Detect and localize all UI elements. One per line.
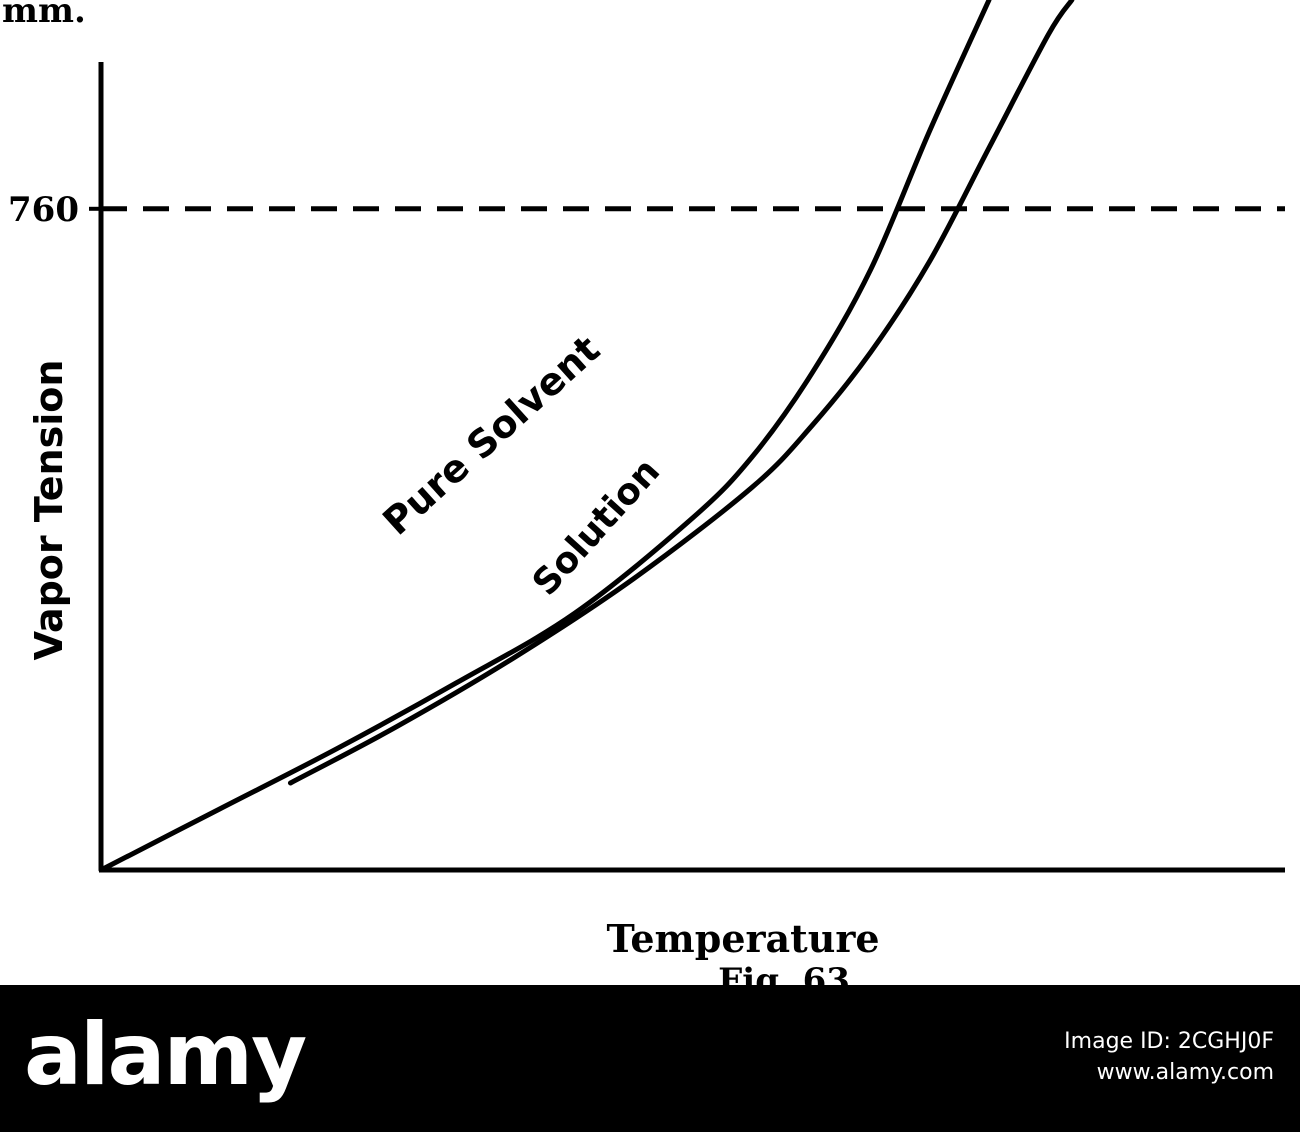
series-label-pure-solvent: Pure Solvent xyxy=(374,327,608,544)
axes xyxy=(89,62,1285,873)
image-id: Image ID: 2CGHJ0F xyxy=(1064,1029,1274,1054)
x-axis-title: Temperature xyxy=(606,916,879,961)
series-line-pure-solvent xyxy=(98,0,992,873)
figure-caption: Fig. 63. xyxy=(718,961,862,985)
series-label-solution: Solution xyxy=(525,451,668,604)
y-tick-label-760: 760 xyxy=(8,190,79,230)
site-url: www.alamy.com xyxy=(1096,1059,1274,1085)
y-axis-title: Vapor Tension xyxy=(27,360,71,661)
series-curves xyxy=(98,0,1075,873)
y-unit-label: mm. xyxy=(2,0,86,31)
series-line-solution xyxy=(287,0,1075,786)
image-id-block: Image ID: 2CGHJ0F www.alamy.com xyxy=(1064,1027,1274,1089)
alamy-logo: alamy xyxy=(24,1005,307,1105)
stock-watermark-banner: alamy Image ID: 2CGHJ0F www.alamy.com xyxy=(0,985,1300,1132)
